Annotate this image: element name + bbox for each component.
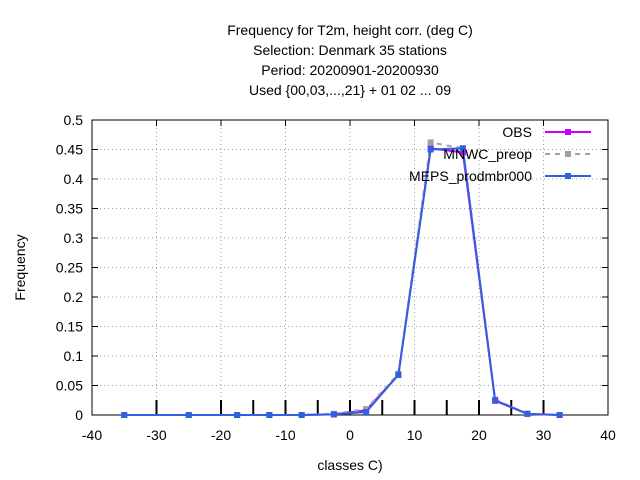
data-point [427,146,434,153]
data-point [395,371,402,378]
data-point [121,412,128,418]
series-line [124,147,560,416]
data-point [556,412,563,418]
data-point [524,410,531,417]
series-line [124,147,560,416]
x-tick-label: -30 [146,427,166,443]
y-axis-label: Frequency [12,234,28,300]
axis-ticks: -40 -30 -20 -10 0 10 20 30 40 0 0.05 0.1 0.15 0.2 0.25… [56,112,616,443]
data-point [185,412,192,418]
legend-marker [565,129,571,135]
legend-label: MEPS_prodmbr000 [409,168,532,184]
y-tick-label: 0.3 [64,230,84,246]
legend-label: MNWC_preop [443,146,532,162]
title-line: Used {00,03,...,21} + 01 02 ... 09 [249,82,451,98]
y-tick-label: 0.2 [64,289,84,305]
data-point [363,409,370,416]
x-tick-label: -10 [275,427,295,443]
data-point [492,397,499,404]
x-tick-label: 20 [471,427,487,443]
x-tick-label: 0 [346,427,354,443]
data-point [427,139,434,146]
chart-title: Frequency for T2m, height corr. (deg C) S… [227,22,473,98]
data-point [459,145,466,152]
y-tick-label: 0.1 [64,348,84,364]
data-point [298,412,305,418]
x-tick-label: 30 [536,427,552,443]
title-line: Frequency for T2m, height corr. (deg C) [227,22,473,38]
y-tick-label: 0 [75,407,83,423]
data-point [330,411,337,418]
data-point [234,412,241,418]
y-tick-label: 0.5 [64,112,84,128]
legend: OBS MNWC_preop MEPS_prodmbr000 [409,124,591,184]
y-tick-label: 0.35 [56,201,83,217]
y-tick-label: 0.45 [56,142,83,158]
title-line: Period: 20200901-20200930 [261,62,439,78]
y-tick-label: 0.05 [56,378,83,394]
grid [92,120,608,415]
x-tick-label: 10 [407,427,423,443]
y-tick-label: 0.15 [56,319,83,335]
legend-marker [565,151,571,157]
y-tick-label: 0.25 [56,260,83,276]
data-point [266,412,273,418]
data-series [121,139,563,418]
legend-label: OBS [502,124,532,140]
x-tick-label: -40 [82,427,102,443]
x-tick-label: -20 [211,427,231,443]
x-tick-label: 40 [600,427,616,443]
y-tick-label: 0.4 [64,171,84,187]
x-axis-label: classes C) [317,457,382,473]
title-line: Selection: Denmark 35 stations [253,42,447,58]
legend-marker [565,173,571,179]
